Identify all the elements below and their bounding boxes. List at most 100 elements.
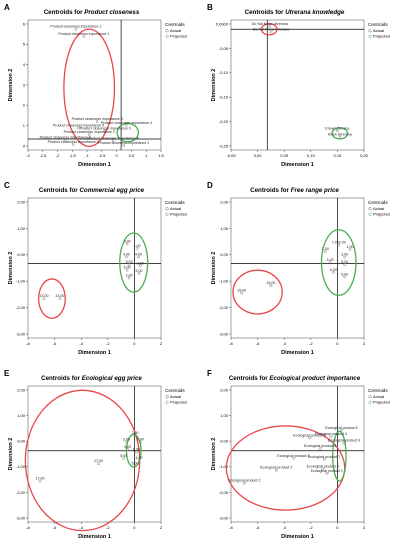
- chart-title-prefix: Centroids for: [245, 9, 286, 16]
- data-point: [63, 138, 67, 142]
- data-point-label: 5,00: [136, 269, 143, 273]
- data-point-label: Ecological product 3: [293, 433, 325, 437]
- y-tick-label: 1,00: [17, 413, 26, 418]
- legend-marker: [165, 207, 169, 211]
- data-point-label: 5,00: [126, 260, 133, 264]
- data-point-label: Product closeness importance 3: [80, 126, 131, 130]
- x-tick-label: -6: [53, 341, 57, 346]
- legend-marker: [165, 400, 169, 404]
- y-tick-label: 1,00: [220, 226, 229, 231]
- data-point-label: 15,00: [266, 281, 275, 285]
- legend-marker: [368, 395, 372, 399]
- data-point-label: 1,00: [134, 244, 141, 248]
- y-tick-label: 1,00: [220, 413, 229, 418]
- centroid-circle-green: [116, 122, 140, 143]
- data-point-label: 3,00: [341, 253, 348, 257]
- data-point: [137, 255, 140, 259]
- x-tick-label: -8: [229, 525, 233, 530]
- data-point: [125, 123, 128, 127]
- data-point: [308, 436, 311, 440]
- data-point: [322, 458, 326, 461]
- x-axis-label: Dimension 1: [281, 162, 314, 168]
- x-tick-label: -4: [282, 341, 286, 346]
- x-tick-label: 0: [336, 525, 339, 530]
- x-tick-label: -6: [256, 341, 260, 346]
- x-tick-label: 0: [133, 525, 136, 530]
- chart-title: Centroids for Utrerana knowledge: [245, 9, 345, 16]
- chart-title-prefix: Centroids for: [250, 187, 291, 194]
- legend-title: Centroids: [368, 388, 388, 393]
- legend-item-label: Projected: [170, 34, 187, 39]
- chart-title: Centroids for Product closeness: [44, 9, 140, 16]
- x-tick-label: -8: [229, 341, 233, 346]
- y-tick-label: 0,0000: [216, 21, 229, 26]
- data-point: [318, 447, 322, 450]
- legend-marker: [368, 29, 372, 33]
- chart-title-emphasis: Product closeness: [84, 9, 140, 16]
- data-point-label: 3,00: [123, 438, 130, 442]
- legend-title: Centroids: [368, 22, 388, 27]
- data-point: [126, 448, 130, 452]
- centroid-circle-green: [331, 127, 349, 140]
- x-tick-label: 1: [145, 153, 148, 158]
- data-point-label: 2,00: [126, 273, 133, 277]
- data-point-label: Product closeness importance 5: [40, 135, 91, 139]
- data-point: [292, 456, 295, 460]
- data-point-label: Ecological product 1: [311, 469, 343, 473]
- data-point-label: Product closeness importance 4: [72, 117, 123, 121]
- chart-title-emphasis: Ecological product importance: [269, 375, 360, 382]
- centroid-circle-green: [125, 433, 142, 468]
- panel-f: F Centroids for Ecological product import…: [207, 369, 390, 540]
- x-tick-label: 0,00: [254, 153, 263, 158]
- panel-c: C Centroids for Commercial egg price -8 -6 -…: [4, 181, 187, 356]
- legend-item-label: Actual: [170, 206, 181, 211]
- centroid-circle-red: [37, 278, 66, 319]
- x-tick-label: -1.5: [69, 153, 77, 158]
- plot-frame: [27, 385, 162, 523]
- x-tick-label: -2: [309, 341, 313, 346]
- x-tick-label: -4: [79, 341, 83, 346]
- x-tick-label: -4: [282, 525, 286, 530]
- chart-title: Centroids for Ecological product importa…: [229, 375, 361, 382]
- panel-letter: C: [4, 181, 10, 190]
- data-point-label: 2,00: [137, 261, 144, 265]
- legend-marker: [165, 34, 169, 38]
- data-point: [135, 450, 138, 454]
- data-point: [122, 456, 126, 460]
- x-tick-label: -2: [106, 341, 110, 346]
- data-point: [324, 250, 327, 253]
- data-point-label: 6,00: [132, 461, 139, 465]
- y-tick-label: -1,00: [219, 464, 229, 469]
- data-point-label: 6,00: [330, 268, 337, 272]
- centroid-circle-green: [320, 229, 357, 296]
- legend-marker: [165, 395, 169, 399]
- y-tick-label: -3,00: [219, 515, 229, 520]
- x-tick-label: -2: [309, 525, 313, 530]
- y-tick-label: -2,00: [219, 305, 229, 310]
- data-point: [343, 275, 347, 279]
- y-tick-label: -0,15: [219, 95, 229, 100]
- chart-title-emphasis: Commercial egg price: [79, 187, 144, 194]
- chart-title: Centroids for Commercial egg price: [39, 187, 145, 194]
- data-point: [125, 268, 129, 272]
- centroid-circle-green: [119, 232, 149, 293]
- x-tick-label: 2: [363, 525, 366, 530]
- data-point: [111, 139, 115, 143]
- data-point: [137, 272, 141, 275]
- data-point: [127, 276, 131, 280]
- data-point: [125, 440, 128, 444]
- data-point-label: Product closeness importance 2: [98, 141, 149, 145]
- y-tick-label: -0,25: [219, 143, 229, 148]
- y-tick-label: -3,00: [219, 331, 229, 336]
- y-tick-label: -2,00: [219, 490, 229, 495]
- y-tick-label: -0,05: [219, 46, 229, 51]
- data-point-label: 6,00: [124, 266, 131, 270]
- y-tick-label: 0: [23, 143, 26, 148]
- data-point: [325, 472, 329, 475]
- y-tick-label: -1,00: [16, 464, 26, 469]
- legend-item-label: Projected: [170, 400, 187, 405]
- data-point-label: Ecological product 3: [277, 454, 309, 458]
- chart-title-emphasis: Ecological egg price: [82, 375, 143, 382]
- data-point-label: 4,00: [135, 253, 142, 257]
